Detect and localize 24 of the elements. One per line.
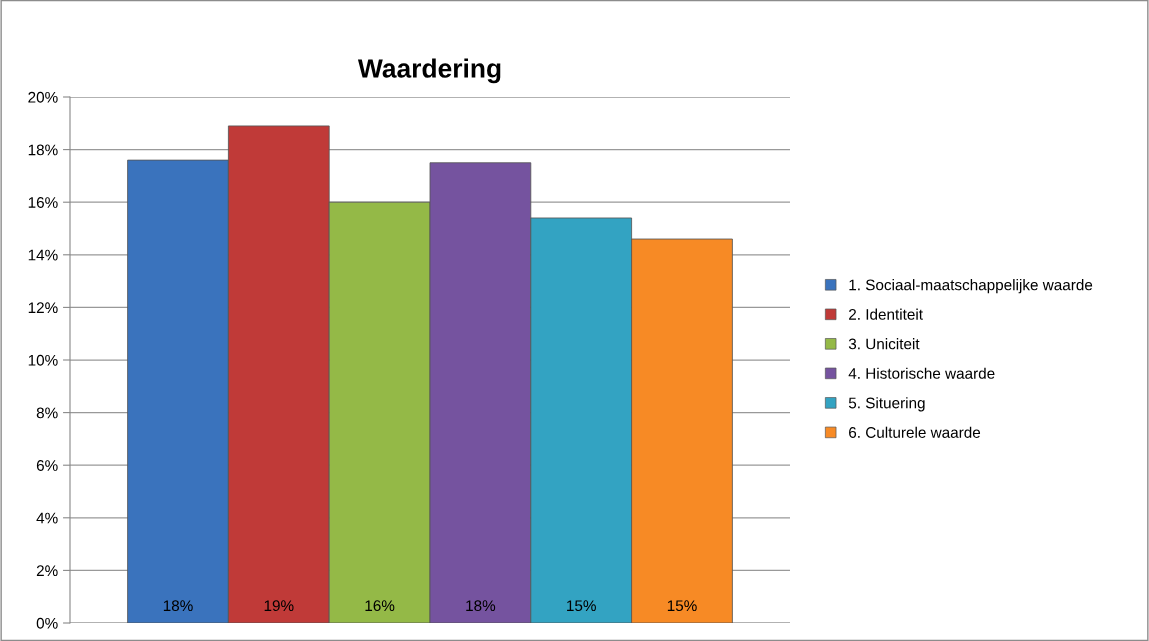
data-label: 15% (567, 600, 596, 612)
y-tick-label: 12% (28, 302, 58, 314)
legend-label: 4. Historische waarde (848, 367, 995, 379)
legend-label: 3. Uniciteit (848, 338, 920, 350)
legend-label: 2. Identiteit (849, 308, 923, 320)
legend-label: 1. Sociaal-maatschappelijke waarde (849, 279, 1093, 294)
y-tick-label: 16% (28, 197, 58, 208)
y-tick-label: 18% (28, 144, 58, 156)
y-tick-label: 14% (28, 249, 58, 261)
data-label: 16% (365, 600, 395, 612)
legend-label: 6. Culturele waarde (849, 426, 981, 438)
data-label: 15% (667, 600, 697, 612)
y-tick-label: 20% (28, 91, 58, 103)
data-label: 18% (163, 600, 193, 612)
y-tick-label: 4% (36, 512, 58, 524)
y-tick-label: 6% (36, 460, 58, 471)
y-tick-label: 10% (28, 354, 58, 366)
chart-title: Waardering (357, 58, 501, 84)
data-label: 19% (264, 600, 294, 612)
legend-label: 5. Situering (848, 397, 925, 412)
data-label: 18% (466, 600, 496, 612)
y-tick-label: 8% (36, 407, 58, 419)
y-tick-label: 2% (36, 565, 58, 577)
y-tick-label: 0% (36, 617, 58, 629)
